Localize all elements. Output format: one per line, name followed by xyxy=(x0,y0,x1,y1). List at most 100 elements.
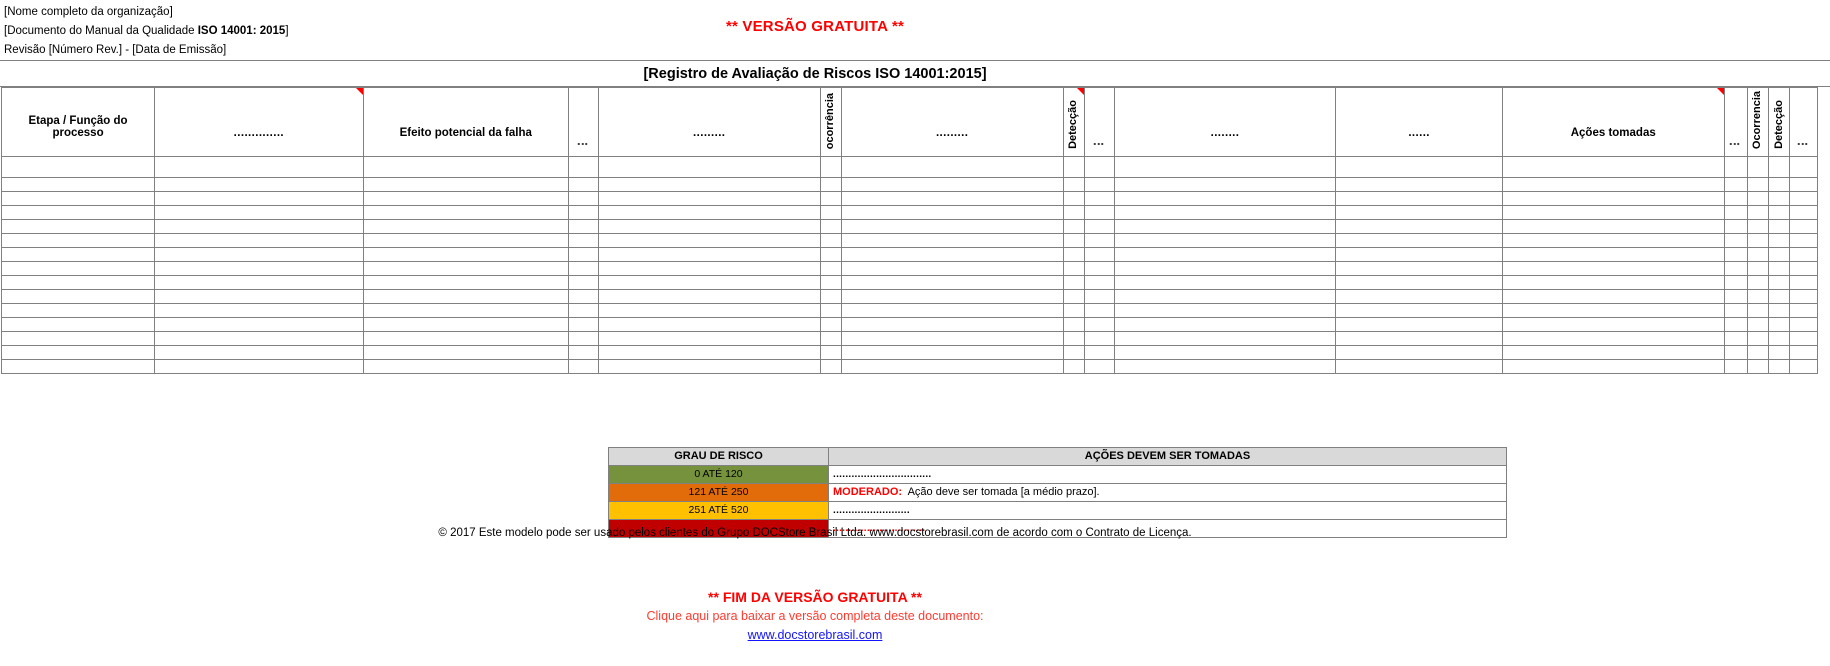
table-row[interactable] xyxy=(0,156,1818,178)
table-cell[interactable] xyxy=(1501,317,1725,332)
table-cell[interactable] xyxy=(1335,275,1503,290)
table-cell[interactable] xyxy=(597,303,821,318)
table-column-header[interactable]: ........ xyxy=(1113,87,1337,157)
table-cell[interactable] xyxy=(1335,156,1503,178)
table-cell[interactable] xyxy=(154,331,364,346)
table-cell[interactable] xyxy=(1768,289,1791,304)
table-cell[interactable] xyxy=(362,233,569,248)
table-cell[interactable] xyxy=(1335,247,1503,262)
table-cell[interactable] xyxy=(819,205,842,220)
table-cell[interactable] xyxy=(1083,261,1115,276)
table-cell[interactable] xyxy=(840,303,1064,318)
table-column-header[interactable]: Ocorrencia xyxy=(1746,87,1770,157)
table-cell[interactable] xyxy=(1062,191,1085,206)
table-cell[interactable] xyxy=(1723,205,1748,220)
table-cell[interactable] xyxy=(1062,247,1085,262)
table-cell[interactable] xyxy=(1083,289,1115,304)
table-cell[interactable] xyxy=(1723,219,1748,234)
table-cell[interactable] xyxy=(0,177,156,192)
table-cell[interactable] xyxy=(1723,247,1748,262)
table-cell[interactable] xyxy=(1789,233,1818,248)
table-cell[interactable] xyxy=(840,191,1064,206)
table-cell[interactable] xyxy=(819,345,842,360)
table-cell[interactable] xyxy=(1789,156,1818,178)
table-cell[interactable] xyxy=(362,205,569,220)
table-cell[interactable] xyxy=(1746,156,1770,178)
table-cell[interactable] xyxy=(1335,205,1503,220)
table-cell[interactable] xyxy=(1501,233,1725,248)
table-cell[interactable] xyxy=(1113,261,1337,276)
table-cell[interactable] xyxy=(840,205,1064,220)
table-cell[interactable] xyxy=(1768,247,1791,262)
table-cell[interactable] xyxy=(362,219,569,234)
table-cell[interactable] xyxy=(1789,275,1818,290)
table-cell[interactable] xyxy=(1789,205,1818,220)
table-cell[interactable] xyxy=(597,317,821,332)
table-cell[interactable] xyxy=(1789,247,1818,262)
table-cell[interactable] xyxy=(362,331,569,346)
table-cell[interactable] xyxy=(819,191,842,206)
table-cell[interactable] xyxy=(1083,331,1115,346)
table-cell[interactable] xyxy=(567,177,599,192)
table-cell[interactable] xyxy=(1789,191,1818,206)
table-column-header[interactable]: ⋮ xyxy=(1083,87,1115,157)
table-cell[interactable] xyxy=(1501,191,1725,206)
table-cell[interactable] xyxy=(154,219,364,234)
table-cell[interactable] xyxy=(567,275,599,290)
table-cell[interactable] xyxy=(567,156,599,178)
table-row[interactable] xyxy=(0,345,1818,360)
table-cell[interactable] xyxy=(0,261,156,276)
table-cell[interactable] xyxy=(154,345,364,360)
table-column-header[interactable]: ......... xyxy=(840,87,1064,157)
table-cell[interactable] xyxy=(597,261,821,276)
table-cell[interactable] xyxy=(1501,247,1725,262)
table-cell[interactable] xyxy=(1746,331,1770,346)
table-cell[interactable] xyxy=(362,247,569,262)
table-cell[interactable] xyxy=(819,331,842,346)
table-cell[interactable] xyxy=(0,275,156,290)
table-cell[interactable] xyxy=(819,261,842,276)
table-cell[interactable] xyxy=(819,247,842,262)
table-row[interactable] xyxy=(0,359,1818,374)
table-cell[interactable] xyxy=(840,219,1064,234)
table-cell[interactable] xyxy=(1768,275,1791,290)
table-cell[interactable] xyxy=(1768,261,1791,276)
table-cell[interactable] xyxy=(1723,156,1748,178)
table-cell[interactable] xyxy=(1746,303,1770,318)
table-cell[interactable] xyxy=(0,303,156,318)
table-cell[interactable] xyxy=(1083,317,1115,332)
table-row[interactable] xyxy=(0,289,1818,304)
table-cell[interactable] xyxy=(819,219,842,234)
table-column-header[interactable]: ⋮ xyxy=(567,87,599,157)
table-cell[interactable] xyxy=(1335,191,1503,206)
table-column-header[interactable]: ⋮ xyxy=(1723,87,1748,157)
table-cell[interactable] xyxy=(819,317,842,332)
table-cell[interactable] xyxy=(1113,233,1337,248)
table-cell[interactable] xyxy=(1113,275,1337,290)
table-cell[interactable] xyxy=(1768,303,1791,318)
table-cell[interactable] xyxy=(1062,261,1085,276)
table-cell[interactable] xyxy=(0,191,156,206)
table-cell[interactable] xyxy=(1062,177,1085,192)
table-row[interactable] xyxy=(0,275,1818,290)
table-cell[interactable] xyxy=(567,205,599,220)
table-cell[interactable] xyxy=(1789,345,1818,360)
table-cell[interactable] xyxy=(1746,275,1770,290)
table-cell[interactable] xyxy=(840,331,1064,346)
table-cell[interactable] xyxy=(0,289,156,304)
table-cell[interactable] xyxy=(597,205,821,220)
table-cell[interactable] xyxy=(154,156,364,178)
table-cell[interactable] xyxy=(1083,156,1115,178)
table-cell[interactable] xyxy=(154,303,364,318)
table-cell[interactable] xyxy=(0,331,156,346)
table-cell[interactable] xyxy=(1062,359,1085,374)
table-cell[interactable] xyxy=(1113,331,1337,346)
table-cell[interactable] xyxy=(1746,345,1770,360)
table-cell[interactable] xyxy=(840,275,1064,290)
table-cell[interactable] xyxy=(154,205,364,220)
table-cell[interactable] xyxy=(1062,331,1085,346)
table-cell[interactable] xyxy=(840,233,1064,248)
table-cell[interactable] xyxy=(154,191,364,206)
table-cell[interactable] xyxy=(1062,289,1085,304)
table-cell[interactable] xyxy=(1083,345,1115,360)
